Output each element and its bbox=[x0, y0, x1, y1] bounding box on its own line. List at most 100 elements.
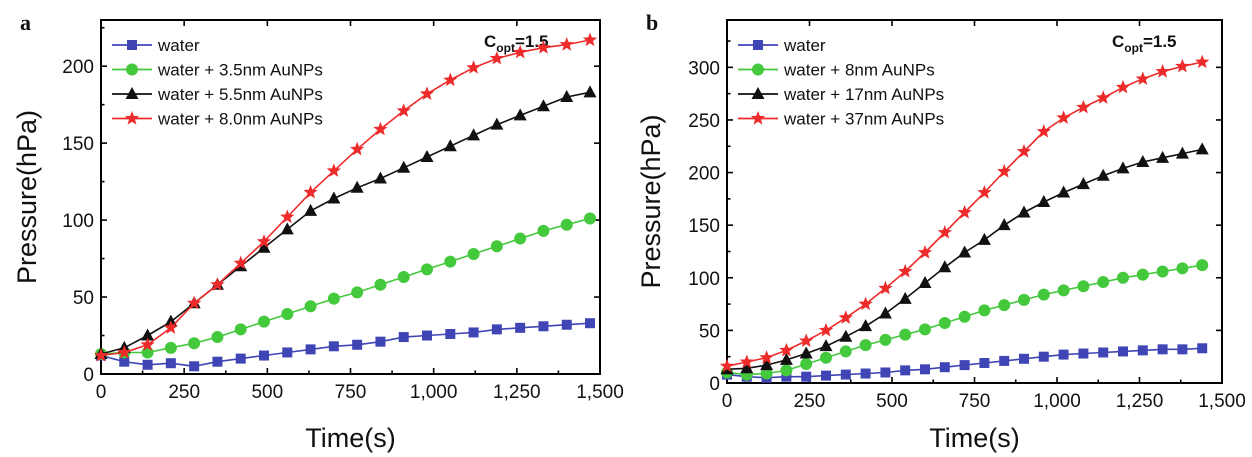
data-point bbox=[1155, 64, 1170, 78]
copt-value: =1.5 bbox=[1143, 32, 1177, 51]
data-point bbox=[212, 356, 223, 367]
data-point bbox=[1098, 347, 1109, 358]
series-0 bbox=[96, 318, 596, 372]
data-point bbox=[538, 321, 549, 332]
legend-entry: water + 8.0nm AuNPs bbox=[112, 110, 323, 129]
data-point bbox=[93, 348, 109, 362]
data-point bbox=[1076, 177, 1090, 190]
data-point bbox=[898, 263, 913, 278]
data-point bbox=[1096, 168, 1110, 181]
panel-label: a bbox=[20, 10, 31, 35]
data-point bbox=[328, 341, 339, 352]
y-tick-label: 150 bbox=[62, 134, 94, 155]
y-axis-title: Pressure(hPa) bbox=[636, 114, 666, 288]
data-point bbox=[280, 209, 295, 224]
y-tick-label: 0 bbox=[709, 374, 720, 395]
data-point bbox=[514, 232, 527, 245]
legend-entry: water + 17nm AuNPs bbox=[738, 85, 944, 104]
x-tick-label: 1,500 bbox=[1198, 391, 1246, 412]
legend-entry: water + 37nm AuNPs bbox=[738, 110, 944, 129]
data-point bbox=[142, 359, 153, 370]
legend-label: water + 37nm AuNPs bbox=[783, 110, 944, 129]
data-point bbox=[444, 255, 457, 268]
y-tick-label: 200 bbox=[688, 164, 720, 185]
data-point bbox=[258, 315, 271, 328]
data-point bbox=[781, 371, 792, 382]
data-point bbox=[880, 367, 891, 378]
data-point bbox=[878, 306, 892, 319]
data-point bbox=[327, 191, 341, 204]
data-point bbox=[1196, 259, 1209, 272]
data-point bbox=[234, 323, 247, 336]
data-point bbox=[760, 358, 774, 371]
data-point bbox=[1056, 110, 1071, 124]
legend-marker bbox=[750, 111, 766, 125]
x-axis-title: Time(s) bbox=[305, 423, 395, 453]
copt-main: C bbox=[484, 32, 496, 51]
data-point bbox=[468, 327, 479, 338]
data-point bbox=[210, 277, 225, 291]
data-point bbox=[282, 347, 293, 358]
x-tick-label: 500 bbox=[876, 391, 908, 412]
data-point bbox=[839, 345, 852, 358]
data-point bbox=[860, 368, 871, 379]
data-point bbox=[1157, 344, 1168, 355]
data-point bbox=[189, 361, 200, 372]
data-point bbox=[938, 317, 951, 330]
data-point bbox=[999, 355, 1010, 366]
y-tick-label: 200 bbox=[62, 57, 94, 78]
x-tick-label: 500 bbox=[251, 382, 283, 403]
series-line bbox=[100, 217, 591, 355]
data-point bbox=[759, 350, 774, 364]
data-point bbox=[305, 344, 316, 355]
data-point bbox=[1077, 280, 1090, 293]
data-point bbox=[560, 89, 574, 102]
data-point bbox=[1057, 284, 1070, 297]
data-point bbox=[1156, 150, 1170, 163]
x-tick-label: 250 bbox=[168, 382, 200, 403]
y-tick-label: 50 bbox=[73, 288, 94, 309]
data-point bbox=[879, 333, 892, 346]
data-point bbox=[1135, 71, 1150, 85]
data-point bbox=[937, 225, 952, 239]
data-point bbox=[326, 163, 341, 177]
data-point bbox=[820, 351, 832, 364]
data-point bbox=[979, 358, 990, 369]
series-1 bbox=[721, 259, 1209, 381]
legend-marker bbox=[751, 87, 765, 99]
data-point bbox=[801, 371, 812, 382]
data-point bbox=[819, 339, 833, 352]
series-line bbox=[726, 148, 1203, 371]
legend-marker bbox=[125, 87, 139, 99]
chart-panel-b: 0 250 500 750 1,000 1,250 1,500 0 50 100 150 200 250… bbox=[636, 10, 1246, 453]
y-tick-label: 150 bbox=[688, 216, 720, 237]
data-point bbox=[1136, 268, 1149, 281]
data-point bbox=[140, 337, 155, 351]
data-point bbox=[1078, 348, 1089, 359]
data-point bbox=[259, 350, 270, 361]
data-point bbox=[1136, 155, 1150, 168]
x-tick-label: 1,000 bbox=[410, 382, 458, 403]
legend-label: water bbox=[783, 36, 826, 55]
chart-panel-a: 0 250 500 750 1,000 1,250 1,500 0 50 100 150 200 Tim… bbox=[12, 10, 624, 453]
legend-label: water + 8.0nm AuNPs bbox=[157, 110, 323, 129]
data-point bbox=[818, 322, 834, 337]
data-point bbox=[443, 72, 458, 87]
data-point bbox=[188, 337, 201, 350]
data-point bbox=[211, 331, 224, 344]
y-axis-title: Pressure(hPa) bbox=[12, 110, 42, 284]
data-point bbox=[739, 354, 754, 369]
data-point bbox=[958, 245, 972, 258]
data-point bbox=[1058, 349, 1069, 360]
data-point bbox=[1036, 124, 1051, 138]
data-point bbox=[839, 329, 853, 342]
x-tick-label: 750 bbox=[335, 382, 367, 403]
data-point bbox=[1038, 351, 1049, 362]
series-line bbox=[100, 91, 591, 355]
y-tick-label: 50 bbox=[699, 321, 720, 342]
y-tick-label: 100 bbox=[62, 211, 94, 232]
x-tick-label: 750 bbox=[959, 391, 991, 412]
data-point bbox=[1057, 185, 1071, 198]
data-point bbox=[280, 222, 294, 235]
data-point bbox=[800, 358, 813, 371]
